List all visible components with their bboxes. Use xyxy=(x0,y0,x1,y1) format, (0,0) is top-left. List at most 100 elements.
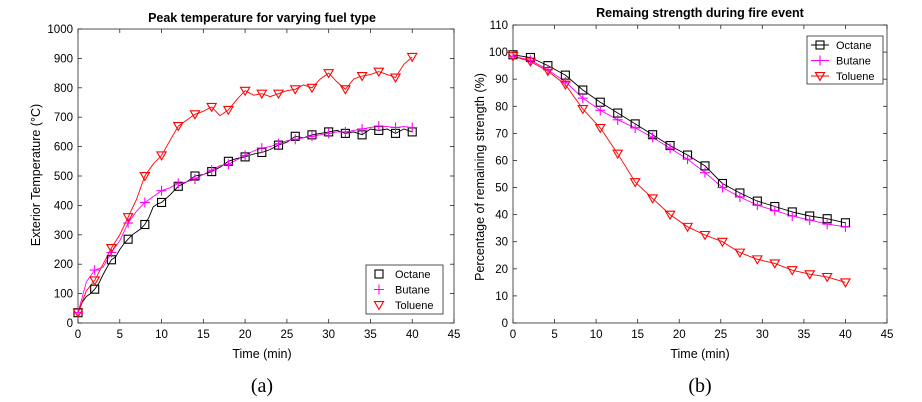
data-point-toluene xyxy=(289,85,301,95)
data-point-butane xyxy=(734,192,745,203)
data-point-butane xyxy=(647,132,658,143)
legend-label-octane: Octane xyxy=(836,40,871,52)
data-point-butane xyxy=(682,154,693,165)
data-point-toluene xyxy=(272,89,285,100)
data-point-toluene xyxy=(122,213,134,223)
data-point-butane xyxy=(665,143,676,154)
legend-marker-toluene xyxy=(814,72,826,82)
panel-a-temperature-chart: Peak temperature for varying fuel type 0… xyxy=(29,11,460,397)
chart-a-y-axis-label: Exterior Temperature (°C) xyxy=(29,104,43,246)
data-point-butane xyxy=(240,150,251,161)
x-tick-label: 45 xyxy=(448,329,461,341)
data-point-butane xyxy=(340,126,351,137)
chart-a-series-markers xyxy=(72,52,418,319)
legend-label-octane: Octane xyxy=(395,269,430,281)
data-point-toluene xyxy=(389,73,402,83)
data-point-butane xyxy=(123,218,134,229)
data-point-toluene xyxy=(206,102,218,113)
data-point-toluene xyxy=(323,69,335,79)
data-point-butane xyxy=(273,138,284,149)
data-point-toluene xyxy=(664,210,676,221)
x-tick-label: 10 xyxy=(155,329,168,341)
data-point-toluene xyxy=(769,259,781,269)
chart-b-x-axis-label: Time (min) xyxy=(670,347,729,361)
data-point-butane xyxy=(390,122,401,133)
data-point-butane xyxy=(822,219,833,230)
data-point-toluene xyxy=(594,123,606,134)
x-tick-label: 5 xyxy=(117,329,123,341)
y-tick-label: 100 xyxy=(489,47,508,59)
chart-a-legend: Octane Butane Toluene xyxy=(365,264,444,315)
data-point-butane xyxy=(223,159,234,170)
y-tick-label: 30 xyxy=(495,237,508,249)
chart-a-x-axis-label: Time (min) xyxy=(232,347,291,361)
y-tick-label: 900 xyxy=(54,53,73,65)
data-point-toluene xyxy=(256,89,268,100)
x-tick-label: 20 xyxy=(673,329,686,341)
data-point-toluene xyxy=(839,278,852,288)
y-tick-label: 70 xyxy=(495,128,508,140)
legend-marker-butane xyxy=(815,55,825,66)
y-tick-label: 0 xyxy=(67,318,73,330)
data-point-butane xyxy=(256,143,267,154)
data-point-toluene xyxy=(734,248,746,259)
data-point-toluene xyxy=(406,52,418,63)
data-point-butane xyxy=(612,114,623,125)
data-point-butane xyxy=(407,122,418,133)
x-tick-label: 15 xyxy=(631,329,644,341)
x-tick-label: 35 xyxy=(797,329,810,341)
series-line-octane xyxy=(512,54,846,224)
x-tick-label: 40 xyxy=(839,329,852,341)
data-point-toluene xyxy=(559,80,571,91)
data-point-toluene xyxy=(699,230,711,241)
data-point-butane xyxy=(306,131,317,142)
chart-b-y-axis-label: Percentage of remaining strength (%) xyxy=(473,73,487,281)
x-tick-label: 25 xyxy=(714,329,727,341)
x-tick-label: 35 xyxy=(364,329,377,341)
y-tick-label: 700 xyxy=(54,112,73,124)
legend-marker-octane xyxy=(374,269,384,279)
data-point-butane xyxy=(769,205,780,216)
data-point-toluene xyxy=(339,85,351,95)
x-tick-label: 15 xyxy=(197,329,210,341)
data-point-toluene xyxy=(306,83,318,94)
data-point-butane xyxy=(717,182,728,193)
data-point-butane xyxy=(139,197,150,208)
chart-b-series-markers xyxy=(507,50,852,288)
chart-b-legend: Octane Butane Toluene xyxy=(806,35,884,85)
data-point-toluene xyxy=(716,237,729,248)
data-point-butane xyxy=(787,210,798,221)
data-point-toluene xyxy=(139,172,151,182)
x-tick-label: 10 xyxy=(590,329,603,341)
panel-b-caption: (b) xyxy=(688,375,711,397)
legend-label-toluene: Toluene xyxy=(395,300,434,312)
data-point-toluene xyxy=(373,67,385,78)
data-point-butane xyxy=(323,128,334,139)
data-point-octane xyxy=(157,197,167,208)
y-tick-label: 50 xyxy=(495,183,508,195)
data-point-toluene xyxy=(612,149,624,160)
data-point-toluene xyxy=(189,110,201,120)
y-tick-label: 110 xyxy=(490,20,508,32)
data-point-butane xyxy=(560,76,571,87)
legend-label-butane: Butane xyxy=(395,285,430,297)
data-point-butane xyxy=(373,121,384,132)
y-tick-label: 80 xyxy=(495,101,508,113)
chart-a-title: Peak temperature for varying fuel type xyxy=(148,11,376,25)
data-point-butane xyxy=(89,265,100,276)
data-point-toluene xyxy=(786,266,798,276)
legend-marker-octane xyxy=(815,40,825,50)
y-tick-label: 0 xyxy=(502,318,508,330)
data-point-toluene xyxy=(524,57,537,68)
y-tick-label: 40 xyxy=(495,210,508,222)
data-point-butane xyxy=(630,122,641,133)
panel-b-strength-chart: Remaing strength during fire event 0 5 10 1… xyxy=(473,6,893,397)
data-point-toluene xyxy=(222,105,234,116)
data-point-toluene xyxy=(155,151,168,161)
legend-label-butane: Butane xyxy=(836,56,871,68)
x-tick-label: 30 xyxy=(322,329,335,341)
legend-label-toluene: Toluene xyxy=(836,71,875,83)
data-point-toluene xyxy=(356,72,368,82)
x-tick-label: 45 xyxy=(881,329,894,341)
